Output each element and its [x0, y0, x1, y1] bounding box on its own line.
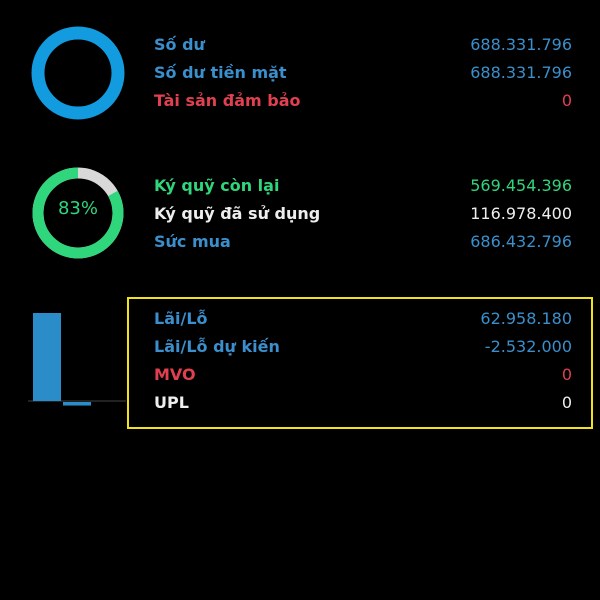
pnl-highlight-box: [127, 297, 593, 429]
value: 688.331.796: [470, 62, 572, 82]
pnl-row: Lãi/Lỗ 62.958.180: [154, 305, 572, 331]
label: Ký quỹ đã sử dụng: [154, 203, 321, 223]
label: Số dư tiền mặt: [154, 62, 287, 82]
purchasing-power-row: Sức mua 686.432.796: [154, 228, 572, 254]
label: UPL: [154, 392, 189, 412]
upl-row: UPL 0: [154, 389, 572, 415]
balance-ring: [31, 26, 125, 120]
margin-percent: 83%: [57, 198, 98, 219]
collateral-row: Tài sản đảm bảo 0: [154, 87, 572, 113]
pnl-bar: [63, 402, 91, 406]
value: 0: [561, 392, 572, 412]
value: 0: [561, 90, 572, 110]
label: Số dư: [154, 34, 205, 54]
value: 688.331.796: [470, 34, 572, 54]
label: Lãi/Lỗ dự kiến: [154, 336, 280, 356]
margin-remaining-row: Ký quỹ còn lại 569.454.396: [154, 172, 572, 198]
pnl-bar: [33, 313, 61, 401]
value: 686.432.796: [470, 231, 572, 251]
pnl-bar-chart: [28, 313, 126, 406]
margin-ring-chart: [32, 167, 124, 259]
balance-ring-chart: [31, 26, 125, 120]
label: Sức mua: [154, 231, 231, 251]
value: -2.532.000: [484, 336, 572, 356]
label: Ký quỹ còn lại: [154, 175, 280, 195]
cash-balance-row: Số dư tiền mặt 688.331.796: [154, 59, 572, 85]
mvo-row: MVO 0: [154, 361, 572, 387]
label: Tài sản đảm bảo: [154, 90, 301, 110]
expected-pnl-row: Lãi/Lỗ dự kiến -2.532.000: [154, 333, 572, 359]
label: Lãi/Lỗ: [154, 308, 208, 328]
balance-row: Số dư 688.331.796: [154, 31, 572, 57]
value: 116.978.400: [470, 203, 572, 223]
value: 62.958.180: [480, 308, 572, 328]
value: 0: [561, 364, 572, 384]
margin-used-row: Ký quỹ đã sử dụng 116.978.400: [154, 200, 572, 226]
margin-ring-fill: [32, 167, 124, 259]
value: 569.454.396: [470, 175, 572, 195]
label: MVO: [154, 364, 196, 384]
